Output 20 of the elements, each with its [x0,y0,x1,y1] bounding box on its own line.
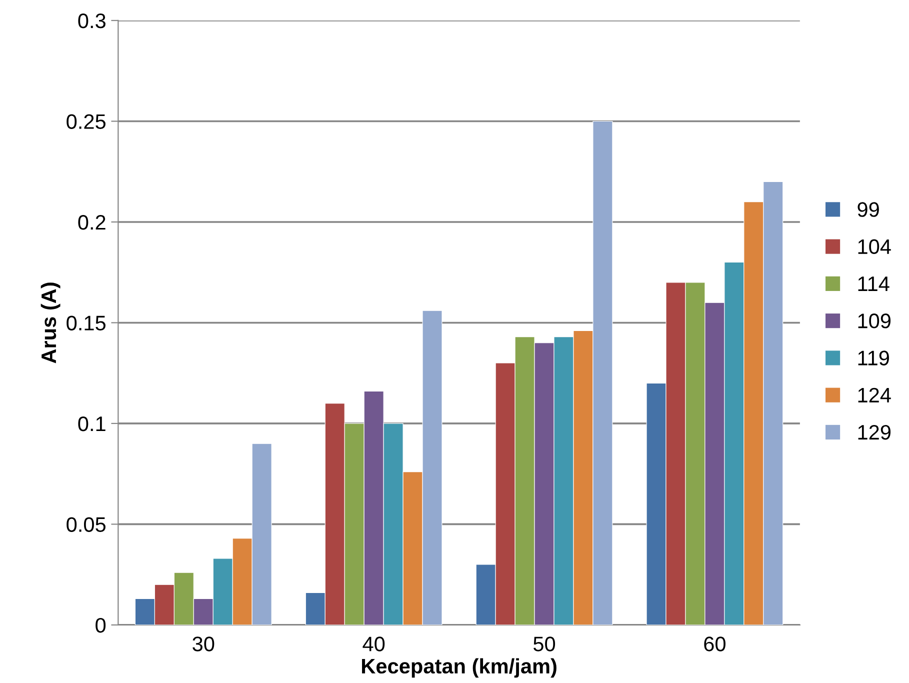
y-tick-label: 0.05 [66,517,106,532]
y-tick-label: 0.1 [78,416,106,432]
y-tick-label: 0.15 [66,316,106,330]
y-tick-label: 0.3 [78,13,106,28]
y-tick-label: 0.2 [78,214,106,230]
legend-label: 114 [858,276,890,291]
x-tick-label: 60 [704,636,726,652]
legend-label: 104 [858,239,891,254]
y-tick-label: 0 [96,618,106,633]
legend-label: 99 [858,202,879,217]
legend-label: 109 [858,314,891,328]
x-tick-label: 40 [362,636,385,652]
y-axis-title: Arus (A) [40,282,60,364]
y-tick-label: 0.25 [66,114,106,129]
x-tick-label: 50 [534,636,556,652]
x-axis-title: Kecepatan (km/jam) [362,658,556,678]
x-tick-label: 30 [192,636,214,652]
legend-label: 124 [858,388,891,402]
legend-label: 119 [858,350,889,366]
legend-label: 129 [858,424,891,440]
